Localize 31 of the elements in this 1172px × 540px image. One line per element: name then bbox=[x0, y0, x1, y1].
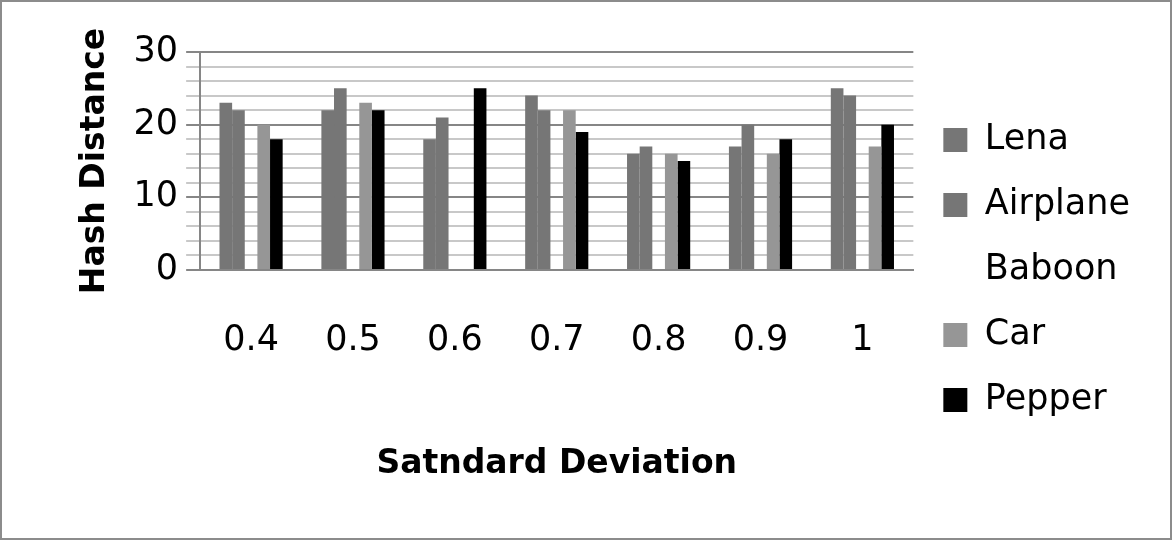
x-axis-title: Satndard Deviation bbox=[376, 441, 738, 481]
bar bbox=[881, 124, 894, 269]
y-tick-label: 30 bbox=[133, 29, 179, 70]
y-tick-label: 0 bbox=[155, 247, 179, 288]
bar bbox=[779, 139, 793, 269]
bar bbox=[473, 88, 487, 269]
bar bbox=[270, 139, 283, 269]
bar bbox=[868, 146, 882, 269]
y-axis-title: Hash Distance bbox=[73, 27, 113, 295]
text: Baboon bbox=[984, 247, 1118, 288]
x-tick-label: 0.7 bbox=[528, 318, 585, 359]
x-tick-label: 1 bbox=[851, 318, 874, 359]
bar bbox=[677, 161, 691, 269]
legend-label: Pepper bbox=[984, 377, 1108, 418]
bar bbox=[359, 102, 372, 269]
y-tick-label: 10 bbox=[133, 174, 179, 215]
x-tick-label: 0.6 bbox=[427, 318, 483, 359]
x-tick-label: 0.5 bbox=[325, 318, 381, 359]
x-tick-label: 0.8 bbox=[630, 318, 687, 359]
x-tick-label: 0.9 bbox=[732, 318, 789, 359]
bar bbox=[575, 131, 589, 269]
bar bbox=[371, 110, 385, 269]
x-tick-label: 0.4 bbox=[223, 318, 279, 359]
bar bbox=[664, 153, 678, 269]
y-tick-label: 20 bbox=[133, 101, 179, 142]
legend-label: Car bbox=[984, 312, 1046, 353]
bar bbox=[257, 124, 271, 269]
bar bbox=[563, 110, 576, 269]
legend-label: Airplane bbox=[984, 182, 1131, 223]
legend-label: Lena bbox=[984, 117, 1069, 158]
bar bbox=[766, 153, 780, 269]
